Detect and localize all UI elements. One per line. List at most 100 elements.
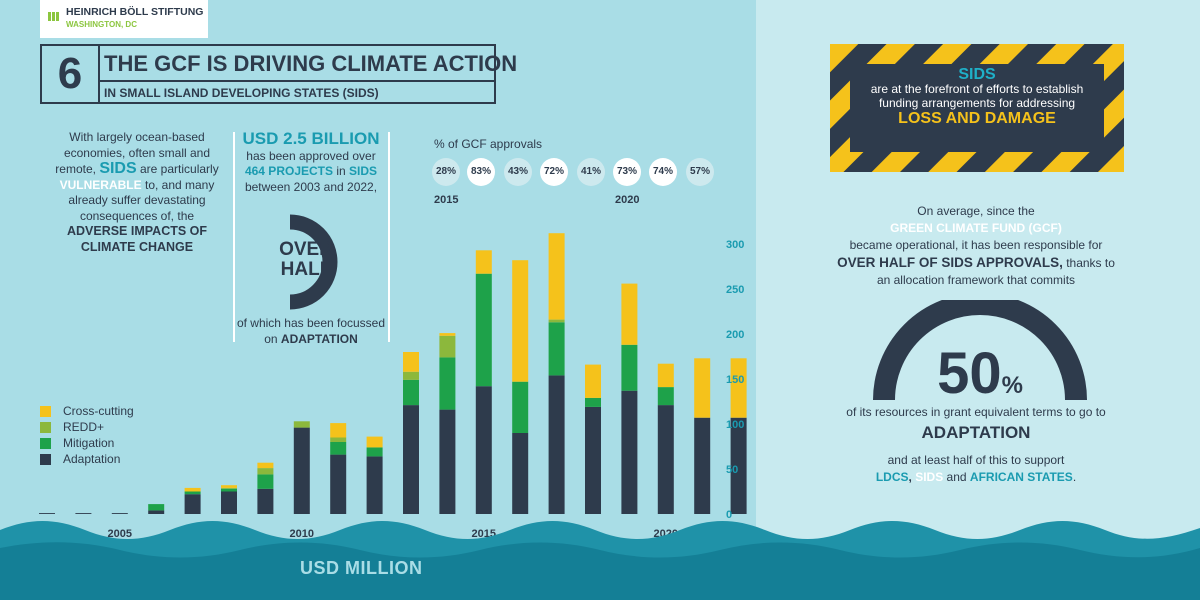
column-divider — [233, 132, 235, 342]
gcf-approvals-label: % of GCF approvals — [434, 137, 543, 151]
intro-sids: SIDS — [99, 160, 137, 177]
y-tick-label: 50 — [726, 464, 738, 476]
bar-segment-adaptation-2007 — [184, 494, 201, 514]
bar-segment-adaptation-2014 — [439, 409, 456, 514]
fifty-percent-gauge — [873, 300, 1087, 401]
page-subtitle: IN SMALL ISLAND DEVELOPING STATES (SIDS) — [104, 86, 379, 100]
x-tick-label: 2005 — [108, 528, 132, 540]
over-half-label: OVER HALF — [279, 239, 333, 280]
bar-segment-crosscutting-2016 — [512, 260, 529, 382]
callout-loss-damage: LOSS AND DAMAGE — [898, 110, 1056, 127]
callout-sids: SIDS — [958, 66, 996, 83]
callout-text: SIDS are at the forefront of efforts to … — [850, 64, 1104, 152]
bar-segment-adaptation-2019 — [621, 390, 638, 514]
legend-swatch — [40, 422, 51, 433]
logo[interactable]: HEINRICH BÖLL STIFTUNG WASHINGTON, DC — [40, 0, 208, 38]
gcf-year-end: 2020 — [615, 194, 640, 206]
legend-label: REDD+ — [63, 420, 105, 434]
legend-label: Adaptation — [63, 452, 121, 466]
gcf-approval-pct: 57% — [686, 158, 714, 186]
bar-segment-adaptation-2017 — [548, 375, 565, 514]
bar-segment-adaptation-2005 — [111, 513, 128, 514]
bar-segment-adaptation-2004 — [75, 513, 92, 514]
avg-intro: On average, since the — [917, 204, 1035, 218]
stat-amount: USD 2.5 BILLION — [242, 129, 380, 148]
support-text: and at least half of this to support LDC… — [818, 452, 1134, 486]
bar-segment-adaptation-2010 — [293, 427, 310, 514]
section-number: 6 — [42, 46, 100, 102]
stat-projects: 464 PROJECTS — [244, 164, 333, 178]
bar-segment-crosscutting-2012 — [366, 436, 383, 448]
bar-segment-crosscutting-2011 — [330, 423, 347, 438]
resources-body: of its resources in grant equivalent ter… — [846, 405, 1106, 419]
bar-segment-adaptation-2022 — [730, 417, 747, 514]
average-text: On average, since the GREEN CLIMATE FUND… — [818, 203, 1134, 289]
callout-body: are at the forefront of efforts to estab… — [870, 82, 1084, 110]
bar-segment-redd-2009 — [257, 468, 274, 475]
bar-segment-mitigation-2015 — [475, 273, 492, 387]
avg-framework: an allocation framework that commits — [876, 273, 1076, 287]
bar-segment-crosscutting-2022 — [730, 358, 747, 418]
bar-segment-redd-2014 — [439, 335, 456, 358]
support-african: AFRICAN STATES — [969, 470, 1073, 484]
bar-segment-crosscutting-2007 — [184, 487, 201, 492]
bar-segment-mitigation-2019 — [621, 344, 638, 391]
y-tick-label: 300 — [726, 239, 744, 251]
support-body: and at least half of this to support — [887, 453, 1065, 467]
bar-segment-adaptation-2006 — [148, 510, 165, 514]
gcf-approval-pct: 74% — [649, 158, 677, 186]
bar-segment-crosscutting-2009 — [257, 462, 274, 469]
bar-segment-mitigation-2020 — [657, 387, 674, 406]
bar-segment-adaptation-2009 — [257, 488, 274, 514]
gcf-approval-pct: 72% — [540, 158, 568, 186]
bar-segment-adaptation-2012 — [366, 456, 383, 514]
gcf-approval-pct: 43% — [504, 158, 532, 186]
bar-segment-crosscutting-2014 — [439, 333, 456, 336]
bar-segment-crosscutting-2020 — [657, 363, 674, 388]
bar-segment-adaptation-2018 — [585, 406, 601, 514]
title-block: 6 THE GCF IS DRIVING CLIMATE ACTION IN S… — [40, 44, 517, 104]
bar-segment-mitigation-2018 — [585, 397, 601, 407]
gcf-approval-pct: 83% — [467, 158, 495, 186]
bar-segment-adaptation-2021 — [694, 417, 711, 514]
bar-segment-mitigation-2007 — [184, 491, 201, 495]
bar-segment-mitigation-2008 — [221, 488, 237, 492]
title-divider — [98, 80, 496, 82]
stat-approved: has been approved over — [246, 148, 376, 163]
bar-segment-mitigation-2009 — [257, 474, 274, 489]
fifty-percent-value: 50% — [900, 340, 1060, 407]
bar-segment-crosscutting-2019 — [621, 283, 638, 345]
support-comma: , — [908, 470, 912, 484]
bar-segment-crosscutting-2017 — [548, 233, 565, 320]
resources-text: of its resources in grant equivalent ter… — [818, 404, 1134, 441]
bar-segment-adaptation-2011 — [330, 454, 347, 514]
stat-sids: SIDS — [349, 164, 378, 178]
bar-segment-redd-2010 — [293, 421, 310, 428]
bar-segment-adaptation-2008 — [221, 491, 237, 514]
avg-over-half: OVER HALF OF SIDS APPROVALS, — [837, 255, 1063, 270]
gcf-approval-pct: 28% — [432, 158, 460, 186]
intro-part-1: With largely ocean-based economies, ofte… — [55, 130, 211, 176]
over-half-arc — [289, 214, 338, 310]
bar-segment-crosscutting-2008 — [221, 485, 237, 488]
y-tick-label: 250 — [726, 284, 744, 296]
support-period: . — [1072, 470, 1077, 484]
loss-damage-callout: SIDS are at the forefront of efforts to … — [830, 44, 1124, 172]
support-ldcs: LDCS — [875, 470, 909, 484]
resources-adaptation: ADAPTATION — [921, 423, 1031, 442]
legend-label: Cross-cutting — [63, 404, 134, 418]
bar-segment-mitigation-2017 — [548, 322, 565, 376]
logo-location: WASHINGTON, DC — [66, 20, 137, 29]
stat-block: USD 2.5 BILLION has been approved over 4… — [236, 129, 386, 195]
y-tick-label: 200 — [726, 329, 744, 341]
stat-period: between 2003 and 2022, — [244, 179, 378, 194]
support-sids: SIDS — [915, 470, 944, 484]
bar-segment-mitigation-2006 — [148, 504, 165, 511]
logo-mark-icon — [48, 8, 60, 21]
y-tick-label: 150 — [726, 374, 744, 386]
gcf-year-start: 2015 — [434, 194, 459, 206]
intro-adverse: ADVERSE IMPACTS OF CLIMATE CHANGE — [66, 224, 208, 254]
bar-segment-mitigation-2014 — [439, 357, 456, 410]
